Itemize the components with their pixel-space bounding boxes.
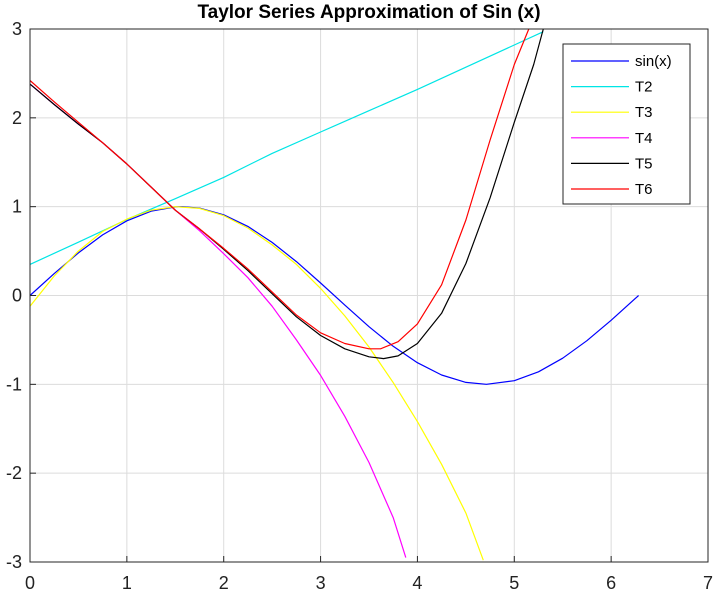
legend-label: sin(x) bbox=[635, 53, 672, 70]
x-tick-label: 4 bbox=[412, 573, 422, 593]
y-tick-label: -2 bbox=[6, 463, 22, 483]
grid-lines bbox=[29, 28, 709, 563]
x-tick-label: 5 bbox=[509, 573, 519, 593]
chart-title: Taylor Series Approximation of Sin (x) bbox=[197, 2, 540, 23]
y-tick-label: 0 bbox=[12, 286, 22, 306]
x-axis-ticks: 0 1 2 3 4 5 6 7 bbox=[25, 556, 713, 593]
y-tick-label: -3 bbox=[6, 552, 22, 572]
legend-label: T5 bbox=[635, 155, 653, 172]
series-line-t3 bbox=[29, 206, 484, 561]
plot-area bbox=[29, 28, 640, 561]
y-tick-label: 3 bbox=[12, 19, 22, 39]
y-tick-label: 1 bbox=[12, 197, 22, 217]
y-axis-ticks: 3 2 1 0 -1 -2 -3 bbox=[6, 19, 36, 572]
x-tick-label: 1 bbox=[122, 573, 132, 593]
legend-label: T2 bbox=[635, 79, 653, 96]
legend-box bbox=[562, 43, 691, 205]
x-tick-label: 7 bbox=[703, 573, 713, 593]
legend: sin(x) T2 T3 T4 T5 T6 bbox=[562, 43, 691, 205]
x-tick-label: 3 bbox=[316, 573, 326, 593]
series-line-t4 bbox=[29, 83, 407, 558]
x-tick-label: 2 bbox=[219, 573, 229, 593]
legend-label: T6 bbox=[635, 181, 653, 198]
legend-label: T3 bbox=[635, 104, 653, 121]
y-tick-label: -1 bbox=[6, 374, 22, 394]
legend-label: T4 bbox=[635, 130, 653, 147]
x-tick-label: 0 bbox=[25, 573, 35, 593]
series-line-sinx bbox=[29, 206, 640, 385]
series-line-t6 bbox=[29, 28, 530, 350]
series-line-t5 bbox=[29, 28, 544, 360]
y-tick-label: 2 bbox=[12, 108, 22, 128]
x-tick-label: 6 bbox=[606, 573, 616, 593]
